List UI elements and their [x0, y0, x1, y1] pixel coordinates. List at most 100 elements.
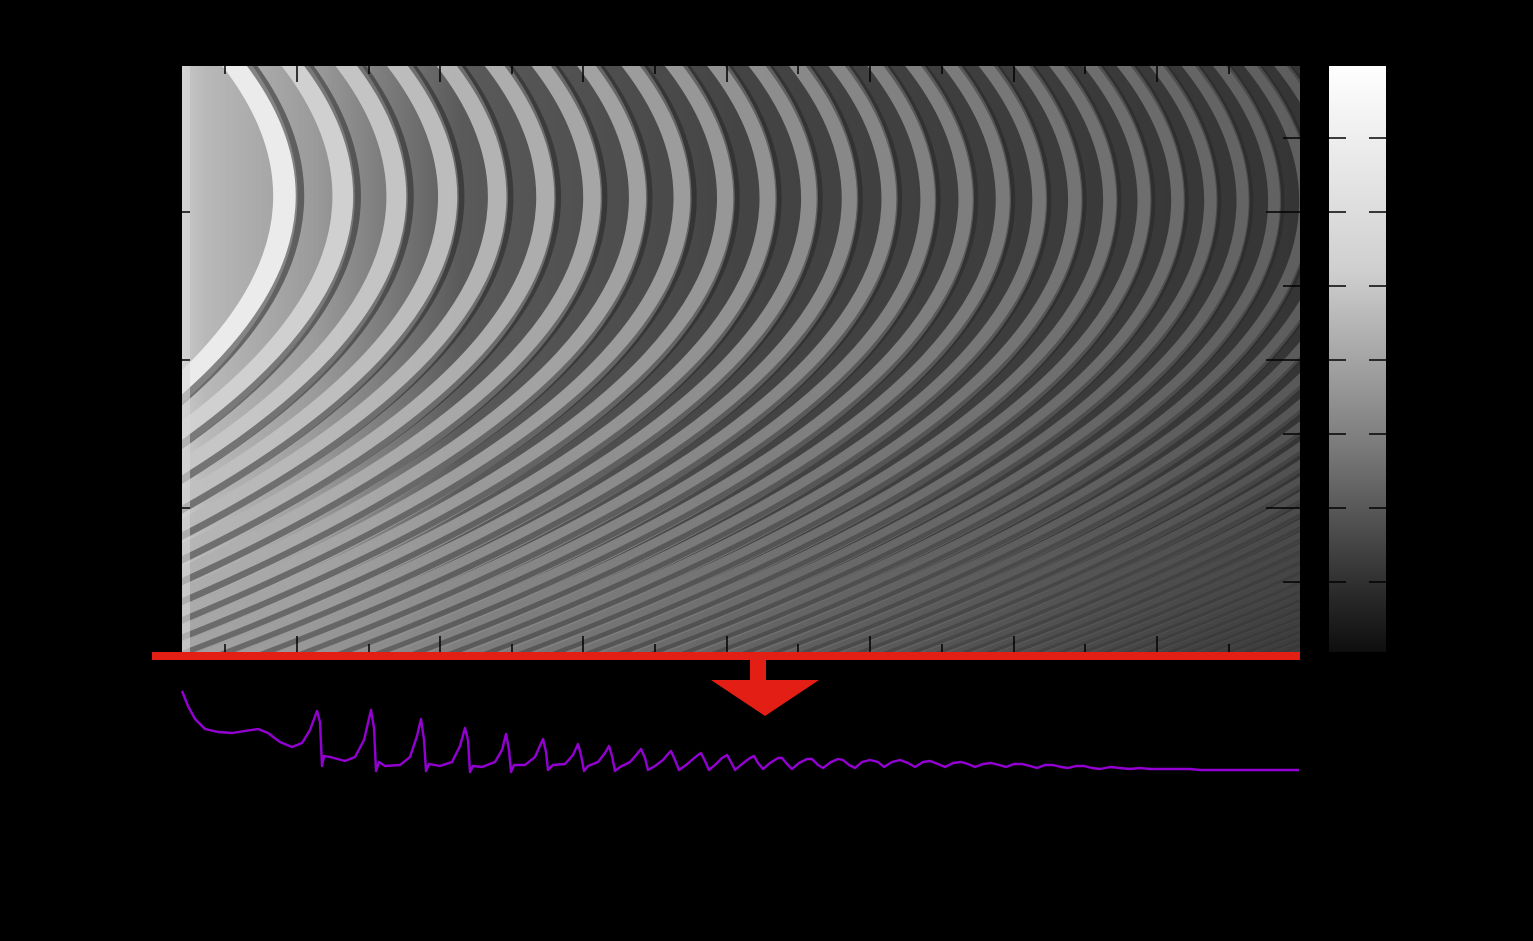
wavefront-shadow — [935, 484, 1300, 652]
wavefront-shadow — [1384, 56, 1533, 662]
wavefront-shadow — [483, 66, 1087, 652]
wavefront-shadow — [1033, 538, 1300, 652]
wavefront-stripe — [692, 66, 1300, 652]
wavefront-shadow — [182, 66, 305, 406]
wavefront-stripe — [182, 66, 556, 566]
wavefront-stripe — [530, 66, 1152, 652]
wavefront-shadow — [182, 66, 514, 541]
wavefront-stripe — [1065, 554, 1300, 652]
wavefront-shadow — [182, 66, 562, 564]
wavefront-stripe — [1287, 647, 1300, 652]
wavefront-stripe — [234, 66, 859, 652]
wavefront-stripe — [193, 66, 818, 652]
wavefront-stripe — [274, 66, 898, 652]
wavefront-stripe — [182, 66, 508, 542]
profile-plot — [180, 690, 1299, 774]
wavefront-stripe — [496, 66, 1118, 652]
bright-edge — [182, 66, 190, 652]
wavefront-stripe — [810, 398, 1300, 652]
wavefront-shadow — [1056, 549, 1300, 652]
cut-annotation — [152, 652, 1300, 716]
wavefront-shadow — [771, 355, 1300, 652]
down-arrow-icon — [711, 660, 819, 716]
wavefront-shadow — [182, 66, 653, 606]
wavefront-stripe — [313, 66, 937, 652]
wavefront-stripe — [425, 66, 1048, 652]
wavefront-shadow — [182, 66, 361, 450]
wavefront-shadow — [585, 66, 1189, 652]
wavefront-stripe — [1288, 56, 1533, 662]
wavefront-stripe — [970, 505, 1300, 652]
wavefront-stripe — [182, 66, 735, 643]
wavefront-stripe — [182, 66, 408, 485]
wavefront-shadow — [182, 66, 608, 586]
wavefront-shadow — [259, 66, 863, 652]
wavefront-stripe — [752, 341, 1300, 652]
colorbar — [1329, 66, 1386, 652]
wavefront-shadow — [882, 450, 1300, 652]
wavefront-shadow — [182, 66, 740, 641]
wavefront-stripe — [388, 66, 1011, 652]
wavefront-stripe — [597, 66, 1218, 652]
wavefront-stripe — [461, 66, 1083, 652]
wavefront-shadow — [551, 66, 1156, 652]
wavefront-stripe — [994, 519, 1300, 652]
wavefront-stripe — [1042, 543, 1300, 652]
wavefront-shadow — [182, 66, 465, 514]
wavefront-shadow — [985, 512, 1300, 652]
heatmap — [182, 56, 1533, 662]
wavefront-shadow — [298, 66, 903, 652]
colorbar-ticks — [1329, 137, 1386, 583]
wavefront-stripe — [865, 441, 1300, 652]
wavefront-shadow — [617, 66, 1222, 652]
wavefront-shadow — [182, 66, 414, 484]
wavefront-shadow — [219, 66, 823, 652]
wavefront-stripe — [661, 66, 1282, 652]
wavefront-stripe — [182, 66, 648, 607]
wavefront-stripe — [182, 66, 355, 449]
wavefront-stripe — [629, 66, 1250, 652]
wavefront-stripe — [919, 476, 1300, 652]
wavefront-shadow — [960, 499, 1300, 652]
x-axis-ticks — [224, 66, 1230, 652]
wavefront-stripe — [351, 66, 974, 652]
wavefront-shadow — [1298, 651, 1300, 652]
wavefront-shadow — [855, 431, 1300, 652]
wavefront-stripe — [182, 66, 692, 626]
colorbar-gradient — [1329, 66, 1386, 652]
wavefront-shadow — [649, 66, 1254, 652]
wavefront-stripe — [838, 421, 1300, 652]
wavefront-stripe — [1366, 56, 1533, 662]
wavefront-shadow — [1370, 56, 1533, 662]
wavefront-shadow — [1079, 560, 1300, 652]
wavefront-stripe — [722, 66, 1300, 652]
wavefront-shadow — [411, 66, 1016, 652]
wavefront-stripe — [781, 372, 1300, 652]
wavefront-shadow — [1292, 56, 1533, 662]
wavefront-stripe — [944, 491, 1300, 652]
wavefront-shadow — [711, 66, 1300, 652]
wavefront-shadow — [518, 66, 1122, 652]
wavefront-shadow — [909, 467, 1300, 652]
wavefront-stripe — [182, 66, 298, 404]
wavefront-shadow — [337, 66, 941, 652]
wavefront-shadow — [1009, 525, 1300, 652]
wavefront-shadow — [182, 66, 697, 624]
wavefront-stripe — [182, 66, 777, 652]
wavefront-stripe — [892, 459, 1300, 652]
wavefront-shadow — [741, 66, 1300, 652]
wavefront-shadow — [182, 66, 782, 652]
wavefront-shadow — [1102, 571, 1300, 652]
profile-line — [180, 690, 1299, 774]
wavefront-shadow — [447, 66, 1052, 652]
wavefront-shadow — [828, 409, 1300, 652]
wavefront-shadow — [799, 384, 1300, 652]
y-axis-ticks — [182, 137, 1300, 583]
wavefront-stripe — [182, 66, 459, 515]
wavefront-stripe — [1018, 531, 1300, 652]
wavefront-shadow — [375, 66, 979, 652]
wavefront-stripe — [564, 66, 1185, 652]
heatmap-wavefronts — [182, 56, 1533, 662]
wavefront-stripe — [1381, 56, 1533, 662]
